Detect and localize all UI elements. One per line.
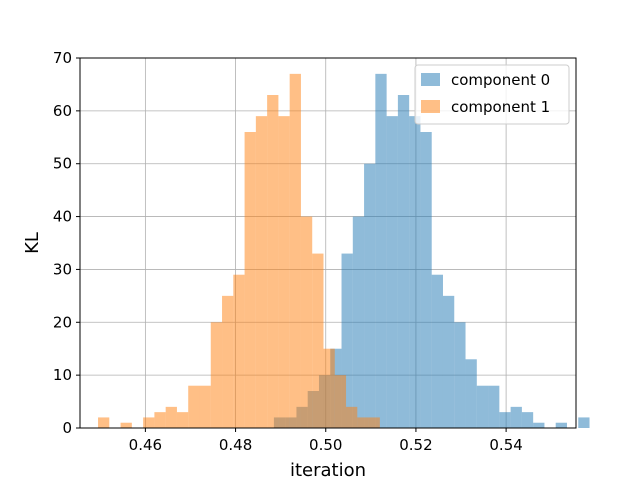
bar-series-0-bin-19	[488, 385, 500, 428]
bar-series-1-bin-0	[98, 417, 110, 428]
bar-series-1-bin-23	[357, 417, 369, 428]
bar-series-0-bin-23	[533, 422, 545, 428]
legend-label-1: component 1	[451, 98, 550, 116]
y-tick-label-2: 20	[53, 313, 72, 331]
bar-series-1-bin-16	[278, 116, 290, 429]
histogram-bars	[98, 73, 590, 429]
bar-series-1-bin-20	[323, 348, 335, 428]
y-tick-label-3: 30	[53, 260, 72, 278]
bar-series-1-bin-18	[300, 216, 313, 428]
y-axis-label: KL	[22, 232, 43, 254]
y-tick-label-6: 60	[53, 102, 72, 120]
bar-series-0-bin-7	[352, 216, 365, 428]
bar-series-0-bin-8	[364, 163, 376, 428]
bar-series-1-bin-5	[154, 412, 166, 428]
bar-series-0-bin-10	[386, 116, 398, 429]
bar-series-0-bin-27	[578, 417, 590, 428]
bar-series-0-bin-21	[510, 406, 522, 428]
bar-series-1-bin-24	[368, 417, 380, 428]
plot-frame	[79, 57, 577, 429]
bar-series-0-bin-25	[555, 422, 567, 428]
y-tick-label-5: 50	[53, 155, 72, 173]
legend-swatch-0	[421, 73, 440, 86]
bar-series-0-bin-15	[442, 295, 455, 428]
bar-series-0-bin-22	[521, 412, 534, 428]
bar-series-0-bin-20	[499, 412, 511, 428]
y-tick-label-7: 70	[53, 49, 72, 67]
bar-series-1-bin-11	[222, 295, 234, 428]
bar-series-1-bin-17	[289, 73, 301, 428]
x-tick-label-4: 0.54	[489, 436, 522, 454]
legend-box	[414, 64, 570, 125]
bar-series-1-bin-8	[188, 385, 200, 428]
bar-series-1-bin-10	[210, 322, 223, 428]
bar-series-0-bin-17	[465, 359, 477, 428]
axis-ticks: 0.46 0.48 0.50 0.52 0.54 0 10 20 30 40 50 60 70	[53, 49, 523, 454]
bar-series-0-bin-14	[431, 274, 443, 428]
bar-series-1-bin-19	[312, 253, 324, 428]
bar-series-0-bin-18	[476, 385, 489, 428]
y-tick-label-4: 40	[53, 208, 72, 226]
bar-series-1-bin-7	[176, 412, 189, 428]
y-tick-label-0: 0	[62, 419, 72, 437]
bar-series-1-bin-15	[267, 95, 279, 428]
bar-series-1-bin-22	[346, 406, 358, 428]
bar-series-0-bin-6	[341, 253, 353, 428]
bar-series-0-bin-11	[397, 95, 410, 428]
bar-series-0-bin-12	[409, 116, 421, 429]
legend-swatch-1	[421, 100, 440, 113]
x-tick-label-0: 0.46	[129, 436, 162, 454]
bar-series-0-bin-13	[420, 132, 432, 428]
x-tick-label-1: 0.48	[219, 436, 252, 454]
y-tick-label-1: 10	[53, 366, 72, 384]
bar-series-1-bin-2	[120, 422, 132, 428]
legend-label-0: component 0	[451, 71, 550, 89]
bar-series-0-bin-16	[454, 322, 466, 428]
bar-series-1-bin-9	[199, 385, 211, 428]
legend: component 0 component 1	[414, 64, 570, 125]
bar-series-1-bin-21	[334, 375, 347, 428]
x-tick-label-3: 0.52	[399, 436, 432, 454]
x-axis-label: iteration	[290, 460, 366, 480]
bar-series-1-bin-13	[244, 132, 256, 428]
bar-series-0-bin-9	[375, 73, 387, 428]
bar-series-1-bin-6	[165, 406, 177, 428]
bar-series-1-bin-12	[233, 274, 245, 428]
bar-series-1-bin-4	[143, 417, 155, 428]
bar-series-1-bin-14	[255, 116, 268, 429]
x-tick-label-2: 0.50	[309, 436, 342, 454]
